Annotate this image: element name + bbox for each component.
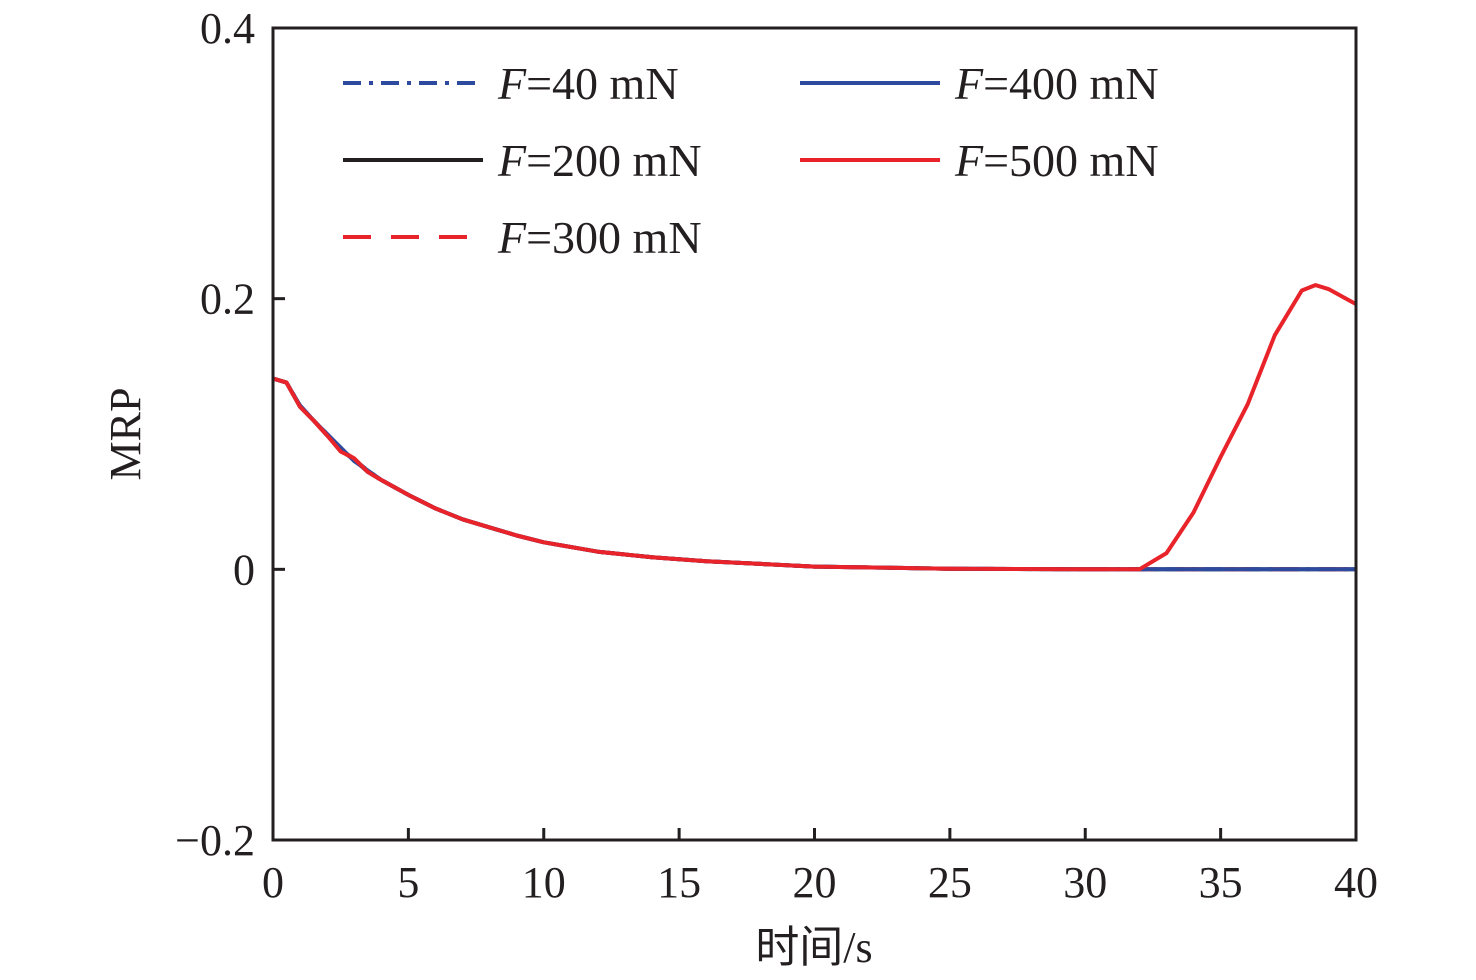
series-line-1 <box>272 376 1356 572</box>
y-tick-label: 0.4 <box>200 4 255 53</box>
x-tick-label: 40 <box>1334 858 1378 907</box>
y-tick-label: 0.2 <box>200 275 255 324</box>
x-axis-label: 时间/s <box>755 923 872 972</box>
x-tick-label: 20 <box>793 858 837 907</box>
y-tick-label: 0 <box>233 545 255 594</box>
legend-label: F=40 mN <box>497 58 679 109</box>
legend-label: F=200 mN <box>497 135 702 186</box>
x-tick-label: 0 <box>262 858 284 907</box>
series-layer <box>272 283 1357 572</box>
x-tick-label: 5 <box>397 858 419 907</box>
ticks-layer: 0 5 10 15 20 25 30 35 40−0.200.20.4 <box>175 4 1378 907</box>
y-axis-label: MRP <box>101 388 150 481</box>
y-tick-label: −0.2 <box>175 816 255 865</box>
x-tick-label: 30 <box>1063 858 1107 907</box>
legend-label: F=300 mN <box>497 212 702 263</box>
x-tick-label: 15 <box>657 858 701 907</box>
series-line-4 <box>272 283 1357 572</box>
series-line-2 <box>272 376 1356 572</box>
x-tick-label: 25 <box>928 858 972 907</box>
legend: F=40 mN F=200 mN F=300 mN F=400 mN F=500 mN <box>343 58 1159 263</box>
x-tick-label: 10 <box>522 858 566 907</box>
x-tick-label: 35 <box>1199 858 1243 907</box>
legend-label: F=500 mN <box>954 135 1159 186</box>
series-line-0 <box>272 376 1356 572</box>
legend-label: F=400 mN <box>954 58 1159 109</box>
plot-frame <box>271 26 1358 842</box>
series-line-3 <box>272 376 1356 572</box>
